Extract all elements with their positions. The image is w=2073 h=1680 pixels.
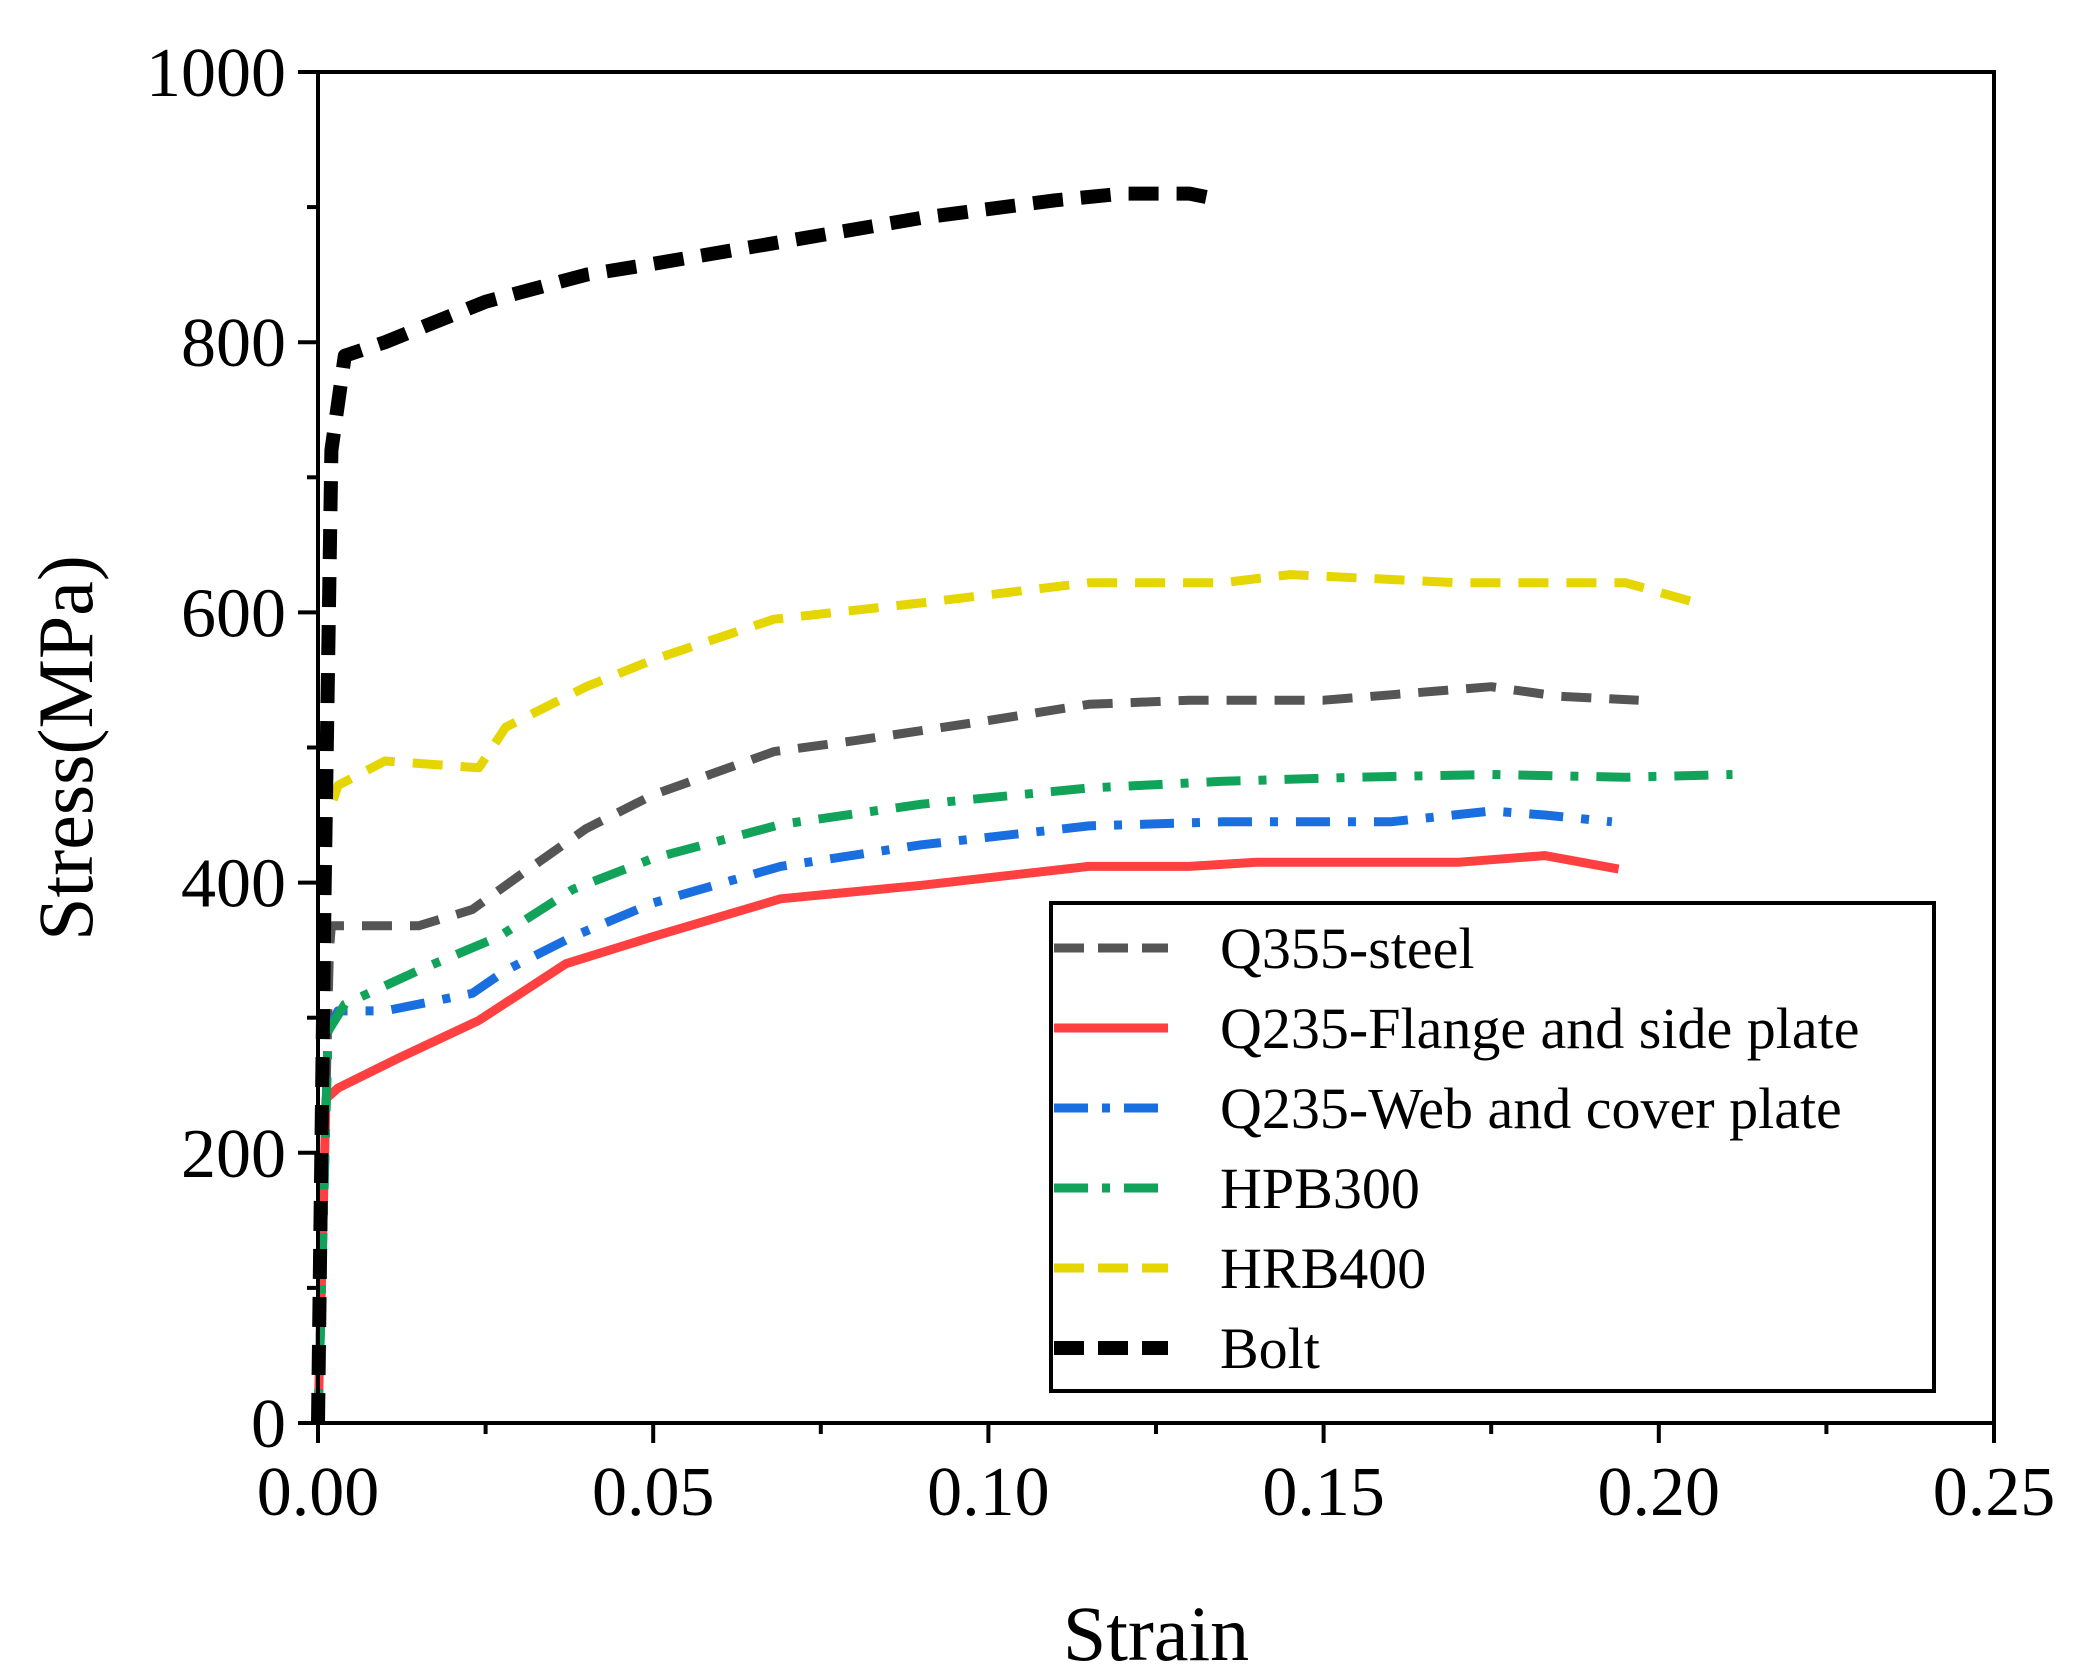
- legend-label: Q235-Web and cover plate: [1220, 1076, 1842, 1141]
- x-tick-label: 0.20: [1598, 1454, 1721, 1531]
- y-tick-label: 600: [181, 575, 286, 652]
- ticks-layer: [298, 70, 1996, 1443]
- legend-label: Q355-steel: [1220, 916, 1475, 981]
- y-tick-label: 400: [181, 846, 286, 923]
- tick-labels: 0.00 0.05 0.10 0.15 0.20 0.25 0 200 400 600 800 100…: [146, 35, 2055, 1531]
- x-tick-label: 0.05: [592, 1454, 715, 1531]
- legend: Q355-steel Q235-Flange and side plate Q235…: [1049, 901, 1936, 1393]
- series-line-q235-flange-and-side-plate: [313, 851, 1620, 1424]
- y-tick-label: 800: [181, 305, 286, 382]
- y-tick-label: 200: [181, 1116, 286, 1193]
- x-tick-label: 0.25: [1933, 1454, 2056, 1531]
- legend-label: HRB400: [1220, 1236, 1426, 1301]
- series-line-hrb400: [313, 570, 1694, 1424]
- series-line-hpb300: [313, 770, 1733, 1424]
- series-layer: [311, 186, 1733, 1424]
- y-tick-label: 0: [251, 1386, 286, 1463]
- legend-entries: Q355-steel Q235-Flange and side plate Q235…: [1054, 916, 1859, 1381]
- legend-label: HPB300: [1220, 1156, 1420, 1221]
- x-tick-label: 0.15: [1262, 1454, 1385, 1531]
- x-axis-title: Strain: [1063, 1590, 1249, 1677]
- legend-frame: [1049, 901, 1936, 1393]
- legend-label: Q235-Flange and side plate: [1220, 996, 1859, 1061]
- legend-label: Bolt: [1220, 1316, 1320, 1381]
- x-tick-label: 0.10: [927, 1454, 1050, 1531]
- y-tick-label: 1000: [146, 35, 286, 112]
- x-tick-label: 0.00: [257, 1454, 380, 1531]
- series-line-q355-steel: [313, 682, 1639, 1424]
- series-line-bolt: [311, 186, 1225, 1424]
- y-axis-title: Stress(MPa): [22, 555, 109, 941]
